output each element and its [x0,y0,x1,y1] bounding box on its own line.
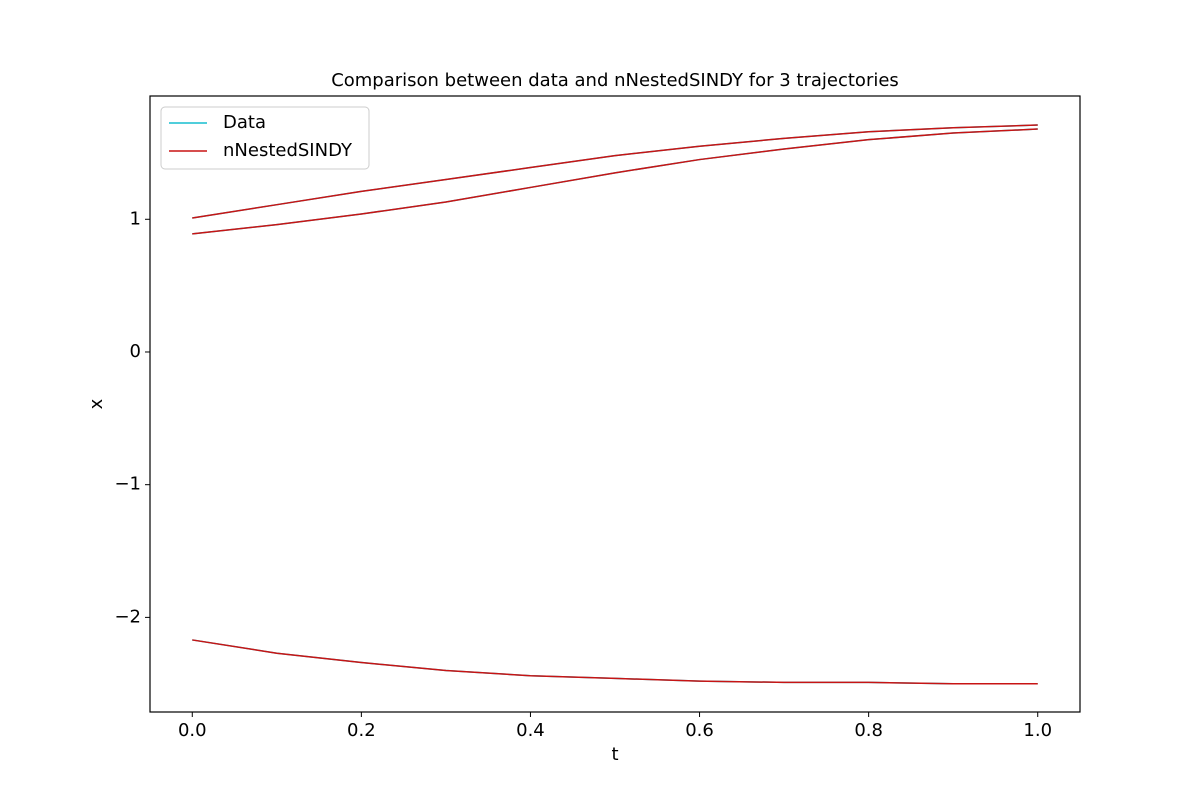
x-tick-label: 0.8 [854,720,883,741]
legend-frame [160,106,370,170]
trajectory-line [192,124,1038,219]
y-tick-label: −1 [114,474,141,495]
trajectory-line [192,639,1038,685]
x-tick-label: 0.4 [516,720,545,741]
trajectory-line [192,128,1038,235]
x-tick-label: 1.0 [1023,720,1052,741]
x-tick-label: 0.6 [685,720,714,741]
x-tick-label: 0.0 [178,720,207,741]
plot-frame [149,95,1081,713]
y-tick-label: −2 [114,606,141,627]
y-tick-label: 1 [130,208,141,229]
legend-label: nNestedSINDY [223,140,353,161]
y-axis-label: x [86,398,107,409]
chart-title: Comparison between data and nNestedSINDY… [331,70,899,91]
x-tick-label: 0.2 [347,720,376,741]
x-axis-label: t [611,744,618,765]
legend: Data nNestedSINDY [160,106,370,170]
trajectory-line [192,639,1038,685]
y-tick-label: 0 [130,341,141,362]
legend-label: Data [223,112,266,133]
